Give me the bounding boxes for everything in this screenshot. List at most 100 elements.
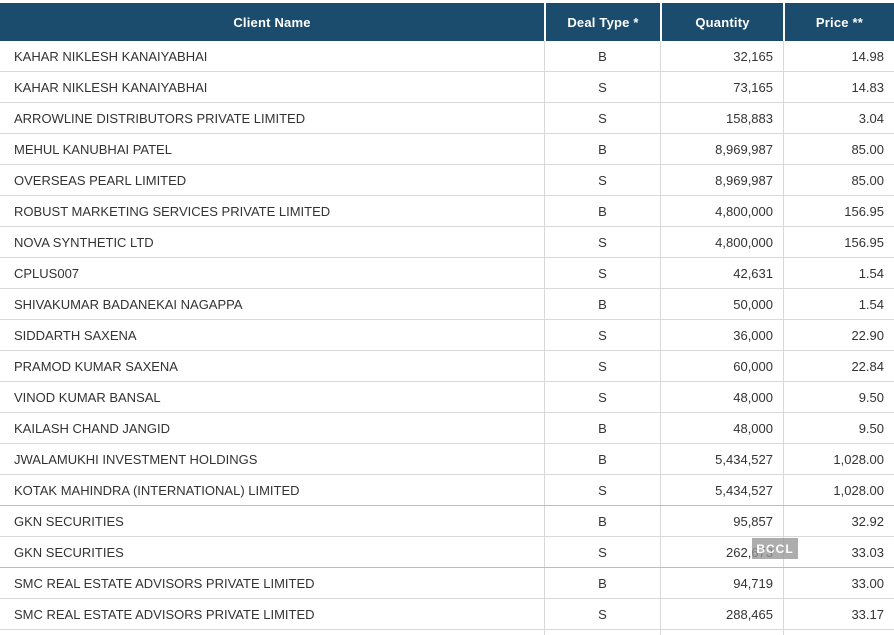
deal-type-cell: S (544, 103, 660, 133)
quantity-cell: 73,165 (660, 72, 783, 102)
table-row: NOVA SYNTHETIC LTD S 4,800,000 156.95 (0, 227, 894, 258)
quantity-cell: 60,000 (660, 351, 783, 381)
deal-type-cell: S (544, 258, 660, 288)
price-cell: 3.04 (783, 103, 894, 133)
quantity-cell: 8,969,987 (660, 134, 783, 164)
column-header-deal-type: Deal Type * (544, 3, 660, 41)
price-cell: 9.50 (783, 382, 894, 412)
price-cell: 156.95 (783, 227, 894, 257)
table-row: PRAMOD KUMAR SAXENA S 60,000 22.84 (0, 351, 894, 382)
table-row: GKN SECURITIES B 95,857 32.92 (0, 506, 894, 537)
table-body: KAHAR NIKLESH KANAIYABHAI B 32,165 14.98… (0, 41, 894, 635)
table-row: JWALAMUKHI INVESTMENT HOLDINGS B 5,434,5… (0, 444, 894, 475)
price-cell: 85.00 (783, 134, 894, 164)
client-name-cell: KOTAK MAHINDRA (INTERNATIONAL) LIMITED (14, 482, 300, 498)
client-name-cell: NOVA SYNTHETIC LTD (14, 234, 154, 250)
price-cell: 1,028.00 (783, 444, 894, 474)
deal-type-cell: S (544, 537, 660, 567)
table-row: KOTAK MAHINDRA (INTERNATIONAL) LIMITED S… (0, 475, 894, 506)
price-cell: 32.92 (783, 506, 894, 536)
deal-type-cell: B (544, 289, 660, 319)
table-row: MEHUL KANUBHAI PATEL B 8,969,987 85.00 (0, 134, 894, 165)
client-name-cell: GKN SECURITIES (14, 544, 124, 560)
client-name-cell: ARROWLINE DISTRIBUTORS PRIVATE LIMITED (14, 110, 306, 126)
quantity-cell: 48,000 (660, 382, 783, 412)
client-name-cell (0, 630, 544, 635)
deal-type-cell: S (544, 72, 660, 102)
client-name-cell: SIDDARTH SAXENA (14, 327, 137, 343)
table-row: SIDDARTH SAXENA S 36,000 22.90 (0, 320, 894, 351)
deal-type-cell: S (544, 475, 660, 505)
quantity-cell: 288,465 (660, 599, 783, 629)
table-row: SMC REAL ESTATE ADVISORS PRIVATE LIMITED… (0, 568, 894, 599)
deal-type-cell: B (544, 568, 660, 598)
quantity-cell: 95,857 (660, 506, 783, 536)
deal-type-cell: S (544, 320, 660, 350)
quantity-cell (660, 630, 783, 635)
deal-type-cell: B (544, 506, 660, 536)
table-row-cutoff (0, 630, 894, 635)
price-cell: 1,028.00 (783, 475, 894, 505)
client-name-cell: KAHAR NIKLESH KANAIYABHAI (14, 79, 208, 95)
client-name-cell: MEHUL KANUBHAI PATEL (14, 141, 172, 157)
price-cell: 1.54 (783, 258, 894, 288)
quantity-cell: 36,000 (660, 320, 783, 350)
client-name-cell: GKN SECURITIES (14, 513, 124, 529)
table-row: KAILASH CHAND JANGID B 48,000 9.50 (0, 413, 894, 444)
table-row: KAHAR NIKLESH KANAIYABHAI S 73,165 14.83 (0, 72, 894, 103)
client-name-cell: SMC REAL ESTATE ADVISORS PRIVATE LIMITED (14, 575, 315, 591)
deal-type-cell: B (544, 41, 660, 71)
table-row: CPLUS007 S 42,631 1.54 (0, 258, 894, 289)
table-row: GKN SECURITIES S 262,673 33.03 (0, 537, 894, 568)
table-row: KAHAR NIKLESH KANAIYABHAI B 32,165 14.98 (0, 41, 894, 72)
quantity-cell: 32,165 (660, 41, 783, 71)
deal-type-cell: B (544, 413, 660, 443)
table-row: ARROWLINE DISTRIBUTORS PRIVATE LIMITED S… (0, 103, 894, 134)
client-name-cell: VINOD KUMAR BANSAL (14, 389, 161, 405)
quantity-cell: 42,631 (660, 258, 783, 288)
client-name-cell: CPLUS007 (14, 265, 80, 281)
table-row: ROBUST MARKETING SERVICES PRIVATE LIMITE… (0, 196, 894, 227)
table-row: SMC REAL ESTATE ADVISORS PRIVATE LIMITED… (0, 599, 894, 630)
quantity-cell: 48,000 (660, 413, 783, 443)
price-cell: 85.00 (783, 165, 894, 195)
price-cell: 9.50 (783, 413, 894, 443)
column-header-price: Price ** (783, 3, 894, 41)
deal-type-cell (544, 630, 660, 635)
quantity-cell: 50,000 (660, 289, 783, 319)
client-name-cell: PRAMOD KUMAR SAXENA (14, 358, 178, 374)
price-cell: 22.84 (783, 351, 894, 381)
deal-type-cell: S (544, 382, 660, 412)
price-cell: 14.83 (783, 72, 894, 102)
deal-type-cell: B (544, 444, 660, 474)
quantity-cell: 5,434,527 (660, 444, 783, 474)
table-row: VINOD KUMAR BANSAL S 48,000 9.50 (0, 382, 894, 413)
column-header-client-name: Client Name (233, 14, 311, 30)
client-name-cell: JWALAMUKHI INVESTMENT HOLDINGS (14, 451, 258, 467)
deal-type-cell: S (544, 599, 660, 629)
deal-type-cell: S (544, 351, 660, 381)
deal-type-cell: S (544, 165, 660, 195)
quantity-cell: 94,719 (660, 568, 783, 598)
column-header-quantity: Quantity (660, 3, 783, 41)
quantity-cell: 8,969,987 (660, 165, 783, 195)
quantity-cell: 4,800,000 (660, 227, 783, 257)
client-name-cell: SMC REAL ESTATE ADVISORS PRIVATE LIMITED (14, 606, 315, 622)
price-cell: 14.98 (783, 41, 894, 71)
price-cell (783, 630, 894, 635)
price-cell: 1.54 (783, 289, 894, 319)
client-name-cell: KAILASH CHAND JANGID (14, 420, 171, 436)
price-cell: 22.90 (783, 320, 894, 350)
client-name-cell: OVERSEAS PEARL LIMITED (14, 172, 187, 188)
client-name-cell: SHIVAKUMAR BADANEKAI NAGAPPA (14, 296, 243, 312)
table-header-row: Client Name Deal Type * Quantity Price *… (0, 3, 894, 41)
bccl-watermark: BCCL (752, 538, 798, 559)
quantity-cell: 4,800,000 (660, 196, 783, 226)
client-name-cell: KAHAR NIKLESH KANAIYABHAI (14, 48, 208, 64)
price-cell: 33.17 (783, 599, 894, 629)
price-cell: 33.00 (783, 568, 894, 598)
price-cell: 33.03 (783, 537, 894, 567)
deal-type-cell: B (544, 134, 660, 164)
deal-type-cell: S (544, 227, 660, 257)
